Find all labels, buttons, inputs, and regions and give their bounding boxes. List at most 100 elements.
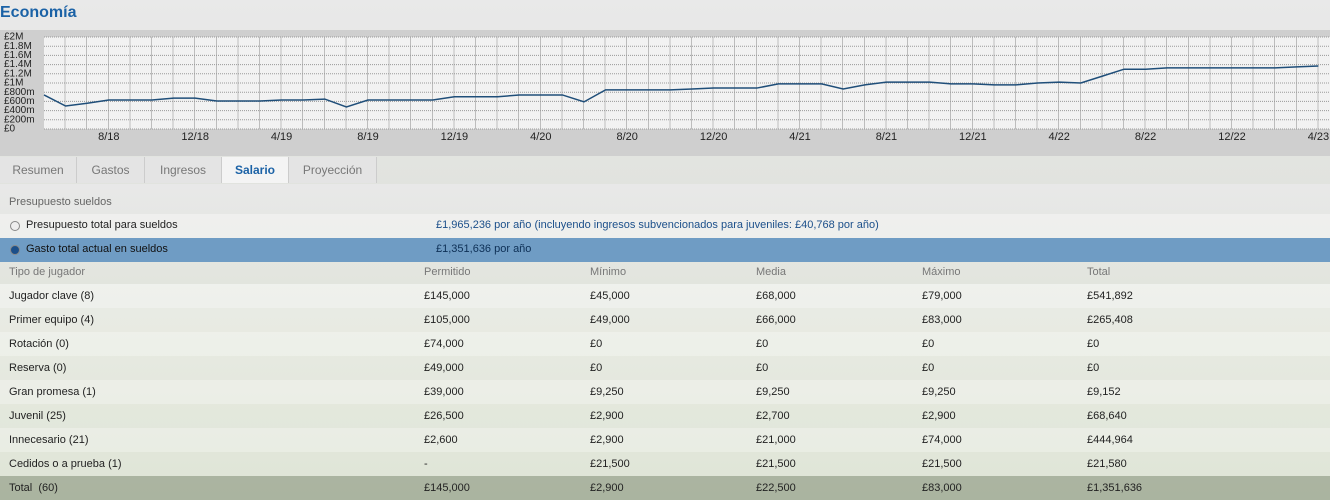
table-cell: £68,000: [756, 290, 796, 302]
budget-value: £1,351,636 por año: [436, 243, 532, 255]
table-cell: £45,000: [590, 290, 630, 302]
x-tick-label: 8/21: [876, 131, 897, 143]
tab[interactable]: Gastos: [77, 157, 145, 183]
table-cell: £2,600: [424, 434, 458, 446]
page-title: Economía: [0, 4, 77, 21]
tab[interactable]: Salario: [222, 157, 289, 183]
table-cell: £21,500: [922, 458, 962, 470]
radio: [10, 221, 20, 231]
tab[interactable]: Ingresos: [145, 157, 222, 183]
table-cell: £541,892: [1087, 290, 1133, 302]
x-tick-label: 12/18: [181, 131, 209, 143]
x-tick-label: 12/21: [959, 131, 987, 143]
column-header: Máximo: [922, 266, 961, 278]
table-cell: £0: [756, 338, 769, 350]
table-cell: Juvenil (25): [9, 410, 66, 422]
x-tick-label: 4/21: [789, 131, 810, 143]
table-cell: £79,000: [922, 290, 962, 302]
budget-label: Presupuesto total para sueldos: [26, 219, 178, 231]
table-cell: £49,000: [424, 362, 464, 374]
table-cell: £2,900: [590, 410, 624, 422]
table-row: [0, 380, 1330, 404]
column-header: Media: [756, 266, 786, 278]
table-cell: £444,964: [1087, 434, 1133, 446]
y-tick-label: £1M: [4, 78, 23, 89]
table-cell: £0: [756, 362, 769, 374]
y-tick-label: £1.4M: [4, 59, 32, 70]
table-cell: -: [424, 458, 428, 470]
x-tick-label: 4/23: [1308, 131, 1329, 143]
tab[interactable]: Proyección: [289, 157, 377, 183]
x-tick-label: 12/20: [700, 131, 728, 143]
y-tick-label: £0: [4, 124, 16, 135]
table-row: [0, 404, 1330, 428]
table-row: [0, 332, 1330, 356]
table-cell: £9,250: [922, 386, 956, 398]
y-tick-label: £1.8M: [4, 41, 32, 52]
table-cell: Primer equipo (4): [9, 314, 94, 326]
table-row: [0, 428, 1330, 452]
table-cell: £9,250: [756, 386, 790, 398]
table-row: [0, 452, 1330, 476]
table-row: [0, 476, 1330, 500]
data-line: [43, 65, 1319, 108]
table-cell: £2,700: [756, 410, 790, 422]
budget-label: Gasto total actual en sueldos: [26, 243, 168, 255]
table-cell: £21,580: [1087, 458, 1127, 470]
x-tick-label: 4/19: [271, 131, 292, 143]
tab[interactable]: Resumen: [0, 157, 77, 183]
table-cell: £145,000: [424, 482, 470, 494]
y-tick-label: £1.2M: [4, 68, 32, 79]
table-cell: £0: [590, 362, 603, 374]
y-tick-label: £600m: [4, 96, 35, 107]
column-header: Mínimo: [590, 266, 627, 278]
table-cell: £83,000: [922, 482, 962, 494]
x-tick-label: 12/22: [1218, 131, 1246, 143]
table-cell: £21,000: [756, 434, 796, 446]
table-cell: £66,000: [756, 314, 796, 326]
content-bg: [0, 184, 1330, 500]
table-cell: £21,500: [590, 458, 630, 470]
table-cell: £74,000: [922, 434, 962, 446]
budget-value: £1,965,236 por año (incluyendo ingresos …: [436, 219, 879, 231]
table-cell: £21,500: [756, 458, 796, 470]
table-cell: Total (60): [9, 482, 58, 494]
y-tick-label: £2M: [4, 32, 23, 43]
x-tick-label: 8/18: [98, 131, 119, 143]
table-cell: £83,000: [922, 314, 962, 326]
table-cell: £105,000: [424, 314, 470, 326]
table-cell: £0: [1087, 338, 1100, 350]
table-cell: £1,351,636: [1087, 482, 1143, 494]
table-row: [0, 308, 1330, 332]
table-cell: £2,900: [922, 410, 956, 422]
y-tick-label: £1.6M: [4, 50, 32, 61]
section-title: Presupuesto sueldos: [9, 196, 112, 208]
table-cell: £2,900: [590, 434, 624, 446]
table-cell: £22,500: [756, 482, 796, 494]
x-tick-label: 12/19: [441, 131, 469, 143]
table-cell: £0: [922, 362, 935, 374]
table-cell: £68,640: [1087, 410, 1127, 422]
column-header: Tipo de jugador: [9, 266, 86, 278]
column-header: Total: [1087, 266, 1111, 278]
y-tick-label: £800m: [4, 87, 35, 98]
table-cell: Cedidos o a prueba (1): [9, 458, 122, 470]
table-cell: £0: [1087, 362, 1100, 374]
table-cell: £0: [590, 338, 603, 350]
table-cell: £265,408: [1087, 314, 1133, 326]
x-tick-label: 4/20: [530, 131, 551, 143]
table-row: [0, 356, 1330, 380]
table-cell: £26,500: [424, 410, 464, 422]
table-row: [0, 284, 1330, 308]
budget-row: [0, 214, 1330, 238]
y-tick-label: £200m: [4, 114, 35, 125]
budget-row: [0, 238, 1330, 262]
x-tick-label: 8/19: [357, 131, 378, 143]
radio: [10, 245, 20, 255]
x-tick-label: 8/20: [616, 131, 637, 143]
table-cell: Jugador clave (8): [9, 290, 94, 302]
table-cell: £39,000: [424, 386, 464, 398]
y-tick-label: £400m: [4, 105, 35, 116]
table-cell: Rotación (0): [9, 338, 69, 350]
